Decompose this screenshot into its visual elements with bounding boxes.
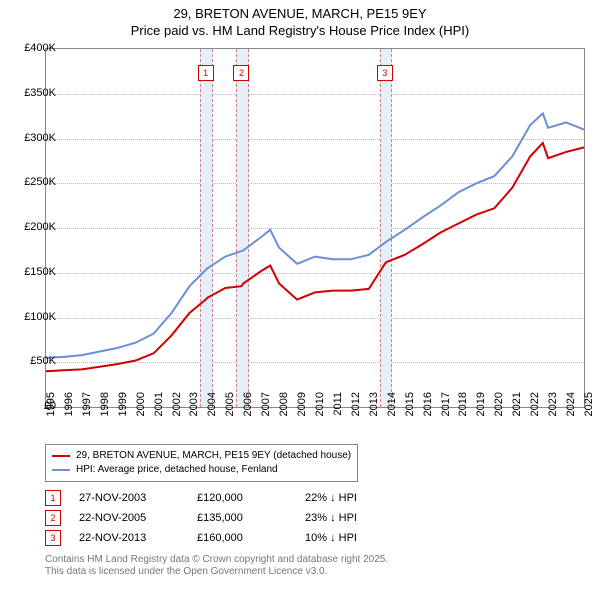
x-tick-label: 2018 [457, 392, 469, 432]
x-tick-label: 2010 [314, 392, 326, 432]
x-tick-label: 1995 [45, 392, 57, 432]
y-tick-label: £400K [16, 42, 56, 54]
legend-row: 29, BRETON AVENUE, MARCH, PE15 9EY (deta… [52, 449, 351, 463]
x-tick-label: 2020 [493, 392, 505, 432]
tx-date: 27-NOV-2003 [79, 492, 179, 504]
legend-swatch-price-paid [52, 455, 70, 457]
x-tick-label: 2011 [332, 392, 344, 432]
footer: Contains HM Land Registry data © Crown c… [45, 554, 388, 578]
tx-date: 22-NOV-2005 [79, 512, 179, 524]
x-tick-label: 2022 [529, 392, 541, 432]
x-tick-label: 2012 [350, 392, 362, 432]
title-block: 29, BRETON AVENUE, MARCH, PE15 9EY Price… [0, 0, 600, 40]
tx-marker: 2 [45, 510, 61, 526]
x-tick-label: 2006 [242, 392, 254, 432]
legend: 29, BRETON AVENUE, MARCH, PE15 9EY (deta… [45, 444, 358, 482]
x-tick-label: 2003 [188, 392, 200, 432]
x-tick-label: 2004 [206, 392, 218, 432]
legend-label: HPI: Average price, detached house, Fenl… [76, 463, 278, 477]
tx-delta: 10% ↓ HPI [305, 532, 385, 544]
table-row: 2 22-NOV-2005 £135,000 23% ↓ HPI [45, 508, 385, 528]
x-tick-label: 2001 [153, 392, 165, 432]
x-tick-label: 2019 [475, 392, 487, 432]
footer-line2: This data is licensed under the Open Gov… [45, 566, 388, 578]
legend-swatch-hpi [52, 469, 70, 471]
chart-container: 29, BRETON AVENUE, MARCH, PE15 9EY Price… [0, 0, 600, 590]
chart-plot-area: 123 [45, 48, 585, 408]
x-tick-label: 2008 [278, 392, 290, 432]
y-tick-label: £300K [16, 132, 56, 144]
y-tick-label: £200K [16, 221, 56, 233]
legend-label: 29, BRETON AVENUE, MARCH, PE15 9EY (deta… [76, 449, 351, 463]
x-tick-label: 2021 [511, 392, 523, 432]
footer-line1: Contains HM Land Registry data © Crown c… [45, 554, 388, 566]
tx-price: £135,000 [197, 512, 287, 524]
tx-marker: 1 [45, 490, 61, 506]
series-line-hpi [46, 113, 584, 357]
y-tick-label: £50K [16, 355, 56, 367]
title-line1: 29, BRETON AVENUE, MARCH, PE15 9EY [0, 6, 600, 23]
tx-marker: 3 [45, 530, 61, 546]
x-tick-label: 1996 [63, 392, 75, 432]
chart-lines-svg [46, 49, 584, 407]
x-tick-label: 2016 [422, 392, 434, 432]
tx-delta: 22% ↓ HPI [305, 492, 385, 504]
x-tick-label: 2013 [368, 392, 380, 432]
x-tick-label: 2023 [547, 392, 559, 432]
y-tick-label: £150K [16, 266, 56, 278]
tx-delta: 23% ↓ HPI [305, 512, 385, 524]
x-tick-label: 2024 [565, 392, 577, 432]
x-tick-label: 1999 [117, 392, 129, 432]
table-row: 1 27-NOV-2003 £120,000 22% ↓ HPI [45, 488, 385, 508]
y-tick-label: £350K [16, 87, 56, 99]
x-tick-label: 2015 [404, 392, 416, 432]
tx-date: 22-NOV-2013 [79, 532, 179, 544]
title-line2: Price paid vs. HM Land Registry's House … [0, 23, 600, 40]
x-tick-label: 2009 [296, 392, 308, 432]
x-tick-label: 2017 [440, 392, 452, 432]
x-tick-label: 2014 [386, 392, 398, 432]
x-tick-label: 2025 [583, 392, 595, 432]
y-tick-label: £100K [16, 311, 56, 323]
x-tick-label: 2005 [224, 392, 236, 432]
x-tick-label: 1997 [81, 392, 93, 432]
x-tick-label: 2007 [260, 392, 272, 432]
transactions-table: 1 27-NOV-2003 £120,000 22% ↓ HPI 2 22-NO… [45, 488, 385, 548]
x-tick-label: 2002 [171, 392, 183, 432]
x-tick-label: 2000 [135, 392, 147, 432]
y-tick-label: £250K [16, 176, 56, 188]
table-row: 3 22-NOV-2013 £160,000 10% ↓ HPI [45, 528, 385, 548]
tx-price: £160,000 [197, 532, 287, 544]
legend-row: HPI: Average price, detached house, Fenl… [52, 463, 351, 477]
tx-price: £120,000 [197, 492, 287, 504]
x-tick-label: 1998 [99, 392, 111, 432]
